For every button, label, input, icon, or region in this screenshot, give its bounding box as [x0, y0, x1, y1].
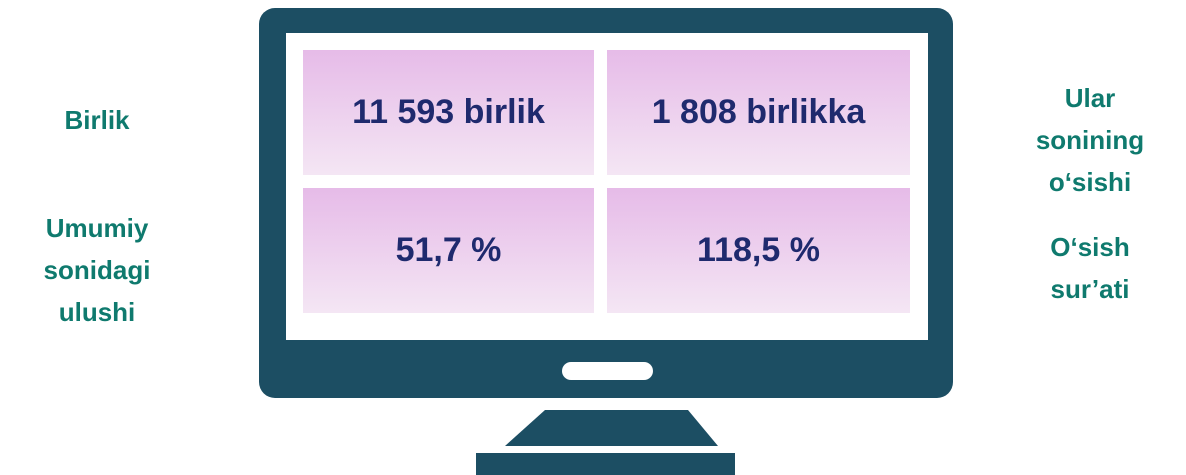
label-line: sonidagi [43, 255, 151, 285]
stand-base [476, 453, 735, 475]
stat-cell: 118,5 % [607, 188, 910, 313]
label-line: sonining [1035, 125, 1145, 155]
label-line: Ular [1064, 83, 1116, 113]
left-label: Birlik [2, 99, 192, 141]
label-line: Umumiy [45, 213, 149, 243]
right-label: O‘sish sur’ati [995, 226, 1185, 310]
home-button [562, 362, 653, 380]
stat-cell: 51,7 % [303, 188, 594, 313]
left-label: Umumiy sonidagi ulushi [2, 207, 192, 333]
label-line: O‘sish [1050, 232, 1130, 262]
right-label: Ular sonining o‘sishi [995, 77, 1185, 203]
stand-neck [505, 410, 718, 446]
label-line: ulushi [58, 297, 136, 327]
label-line: sur’ati [1050, 274, 1130, 304]
label-line: o‘sishi [1048, 167, 1132, 197]
stat-cell: 1 808 birlikka [607, 50, 910, 175]
stat-cell: 11 593 birlik [303, 50, 594, 175]
label-line: Birlik [64, 105, 130, 135]
